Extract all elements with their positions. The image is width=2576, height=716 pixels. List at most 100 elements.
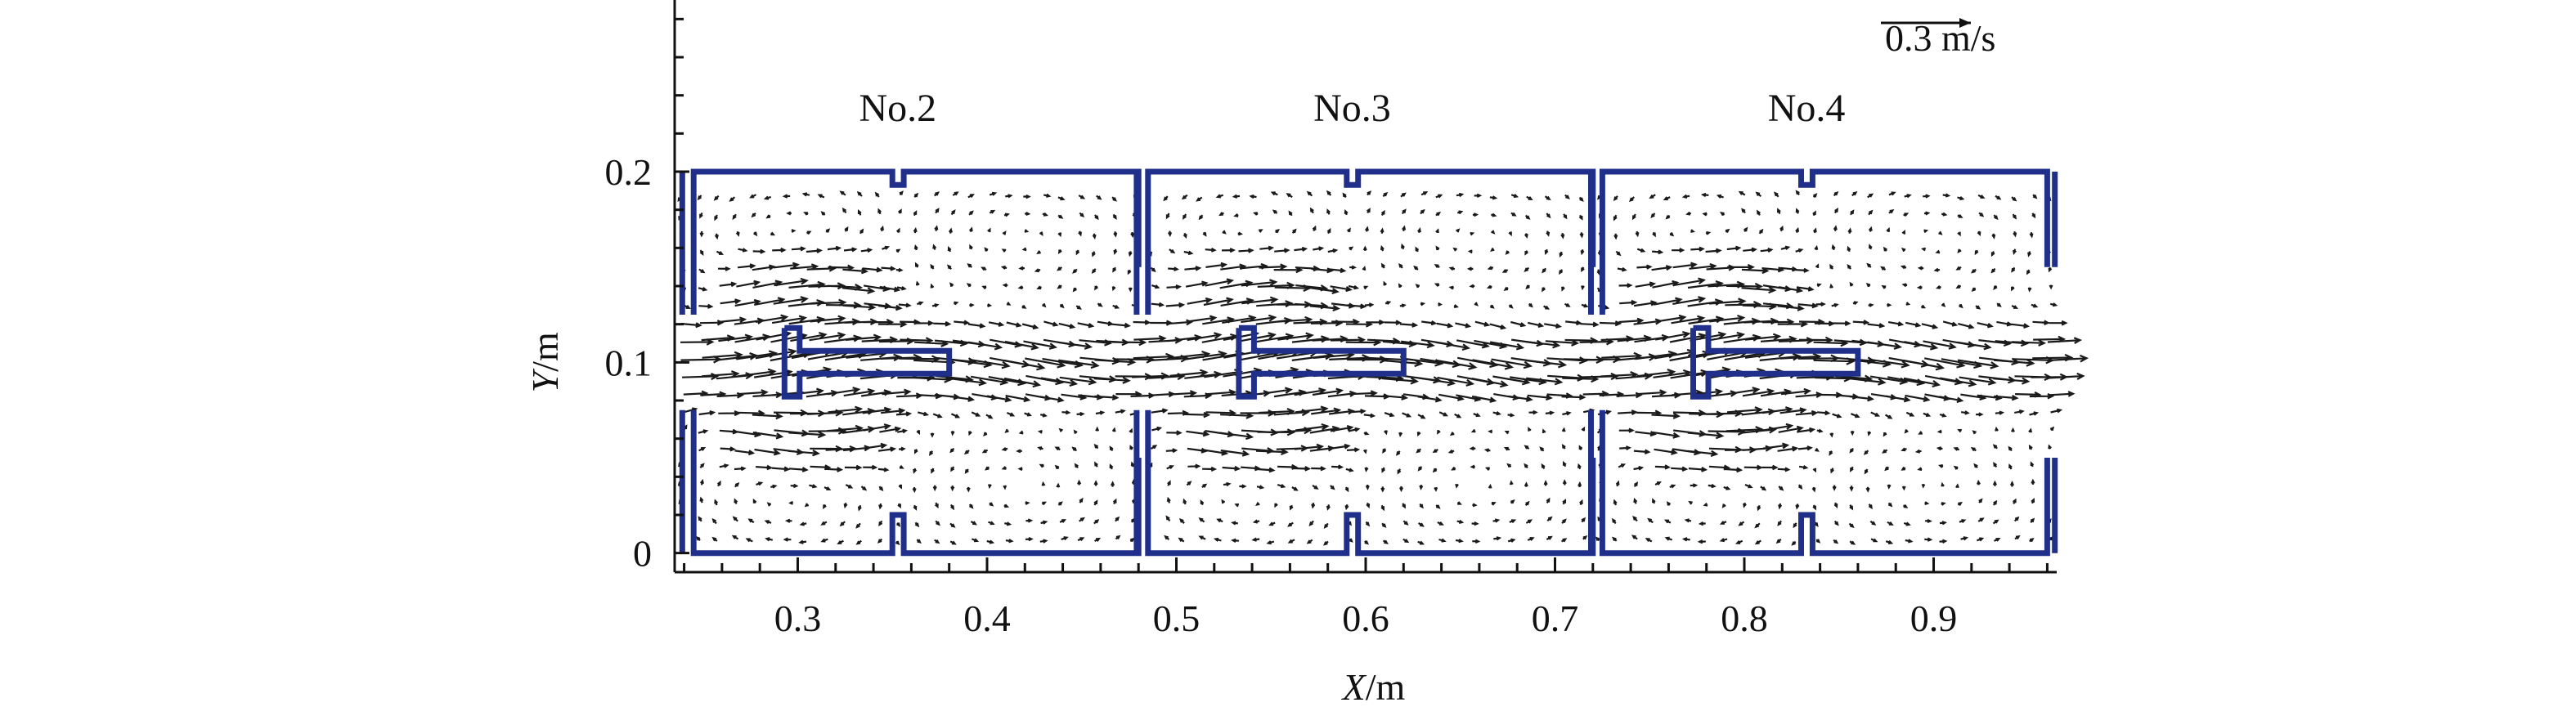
velocity-vector xyxy=(1001,466,1007,470)
velocity-vector xyxy=(1348,284,1360,290)
velocity-vector xyxy=(913,210,918,217)
velocity-vector xyxy=(859,228,864,235)
velocity-vector xyxy=(1955,266,1962,271)
velocity-vector xyxy=(699,478,704,486)
velocity-vector xyxy=(1003,377,1042,388)
velocity-vector xyxy=(2026,269,2031,275)
velocity-vector xyxy=(1421,320,1438,326)
velocity-vector xyxy=(933,320,952,327)
velocity-vector xyxy=(756,481,764,486)
velocity-vector xyxy=(1091,268,1097,274)
velocity-vector xyxy=(2049,302,2058,307)
velocity-vector xyxy=(1002,283,1008,288)
velocity-vector xyxy=(914,521,920,528)
velocity-vector xyxy=(1579,232,1584,239)
velocity-vector xyxy=(1888,191,1896,196)
velocity-vector xyxy=(1617,266,1627,272)
velocity-vector xyxy=(1599,320,1622,327)
velocity-vector xyxy=(1072,287,1077,293)
velocity-vector xyxy=(1974,249,1979,256)
velocity-vector xyxy=(1868,209,1874,216)
velocity-vector xyxy=(791,229,797,233)
velocity-vector xyxy=(1448,266,1456,271)
velocity-vector xyxy=(1508,231,1512,237)
velocity-vector xyxy=(950,209,956,216)
velocity-vector xyxy=(1541,463,1546,469)
velocity-vector xyxy=(1870,538,1878,543)
velocity-vector xyxy=(983,432,988,436)
velocity-vector xyxy=(1509,519,1517,524)
velocity-vector xyxy=(1992,480,1997,486)
velocity-vector xyxy=(1039,413,1048,418)
velocity-vector xyxy=(1904,429,1909,434)
velocity-vector xyxy=(1451,466,1456,471)
velocity-vector xyxy=(1697,539,1706,544)
velocity-vector xyxy=(1650,213,1656,219)
velocity-vector xyxy=(1438,302,1443,307)
velocity-vector xyxy=(751,213,756,218)
velocity-vector xyxy=(1708,331,1746,342)
velocity-vector xyxy=(1399,486,1404,493)
velocity-vector xyxy=(1777,305,1805,311)
velocity-vector xyxy=(1812,468,1816,473)
velocity-vector xyxy=(1655,330,1691,341)
velocity-vector xyxy=(1415,284,1420,289)
velocity-vector xyxy=(1870,411,1881,417)
velocity-vector xyxy=(2030,517,2035,524)
velocity-vector xyxy=(2011,305,2019,309)
velocity-vector xyxy=(823,503,827,510)
velocity-vector xyxy=(1671,466,1689,472)
velocity-vector xyxy=(1312,387,1344,396)
velocity-vector xyxy=(732,213,737,221)
velocity-vector xyxy=(2032,320,2050,326)
velocity-vector xyxy=(1129,445,1133,450)
velocity-vector xyxy=(1348,427,1361,432)
velocity-vector xyxy=(1524,481,1528,487)
velocity-vector xyxy=(1400,192,1407,198)
velocity-vector xyxy=(949,396,976,402)
velocity-vector xyxy=(1629,196,1635,203)
velocity-vector xyxy=(738,389,769,396)
velocity-vector xyxy=(699,496,704,503)
velocity-vector xyxy=(1113,248,1118,255)
velocity-vector xyxy=(1867,322,1886,329)
velocity-vector xyxy=(1112,213,1117,220)
velocity-vector xyxy=(1700,192,1709,198)
velocity-vector xyxy=(1978,498,1983,503)
velocity-vector xyxy=(1435,228,1439,234)
velocity-vector xyxy=(1561,427,1566,432)
velocity-vector xyxy=(1900,265,1907,270)
velocity-vector xyxy=(1867,341,1903,350)
velocity-vector xyxy=(1164,535,1170,540)
velocity-vector xyxy=(1688,466,1708,472)
velocity-vector xyxy=(1779,407,1807,414)
velocity-vector xyxy=(1992,444,1998,450)
velocity-vector xyxy=(1075,249,1080,256)
velocity-vector xyxy=(896,227,900,233)
velocity-vector xyxy=(1239,484,1247,489)
velocity-vector xyxy=(1631,535,1638,540)
velocity-vector xyxy=(788,467,809,472)
velocity-vector xyxy=(1795,503,1800,510)
velocity-vector xyxy=(1833,539,1839,544)
velocity-vector xyxy=(801,192,810,197)
velocity-vector xyxy=(913,227,918,234)
velocity-vector xyxy=(1546,497,1551,503)
velocity-vector xyxy=(1456,501,1462,505)
velocity-vector xyxy=(738,248,748,253)
velocity-vector xyxy=(981,449,989,454)
axes: 0 0.1 0.2 0.3 0.4 0.5 0.6 0.7 0.8 0.9 X/m Y/m xyxy=(524,0,2057,708)
velocity-vector xyxy=(967,263,973,268)
velocity-vector xyxy=(756,464,774,471)
velocity-vector xyxy=(1057,341,1093,350)
velocity-vector xyxy=(1741,208,1746,214)
velocity-vector xyxy=(1259,245,1275,251)
velocity-vector xyxy=(1006,302,1012,306)
velocity-vector xyxy=(1526,377,1564,386)
velocity-vector xyxy=(1760,486,1767,491)
velocity-vector xyxy=(1850,431,1855,436)
velocity-vector xyxy=(1619,299,1638,306)
velocity-vector xyxy=(1434,486,1438,492)
velocity-vector xyxy=(1762,442,1790,450)
velocity-vector xyxy=(1970,446,1977,452)
